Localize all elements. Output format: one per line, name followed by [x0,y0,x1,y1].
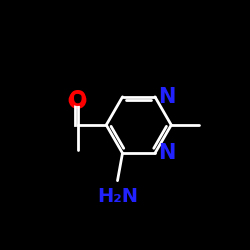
Text: O: O [69,90,86,110]
Text: N: N [158,87,176,107]
Text: H₂N: H₂N [97,188,138,206]
Text: N: N [158,143,176,163]
